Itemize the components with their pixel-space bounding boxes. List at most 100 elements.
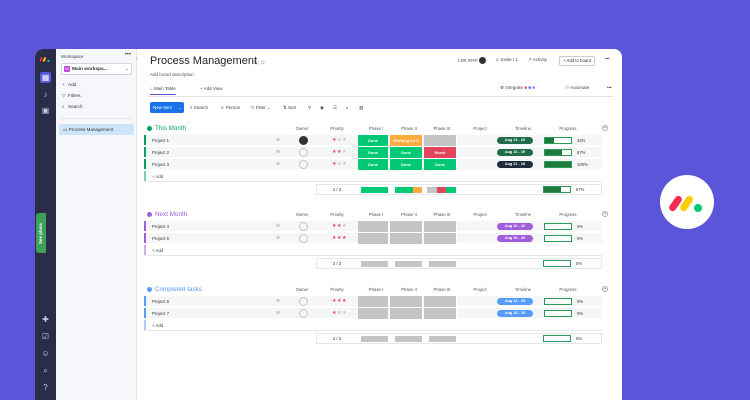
add-to-board-button[interactable]: + Add to board — [559, 56, 596, 66]
monday-logo-icon[interactable] — [40, 55, 51, 63]
invite-user-icon[interactable]: ☺ — [41, 349, 50, 358]
priority-rating[interactable]: ★★★ — [332, 233, 347, 244]
priority-rating[interactable]: ★★★ — [332, 135, 347, 146]
color-icon[interactable]: ◐ — [346, 105, 349, 110]
search-icon[interactable]: ⌕ — [43, 366, 48, 375]
new-item-button[interactable]: New Item ⌄ — [150, 102, 184, 113]
column-header-phase1[interactable]: Phase I — [368, 212, 384, 217]
more-icon[interactable]: ••• — [124, 52, 131, 58]
timeline-pill[interactable]: Aug 21 - 28 — [497, 161, 533, 168]
column-header-priority[interactable]: Priority — [330, 126, 344, 131]
activity-button[interactable]: ↗ Activity — [528, 57, 547, 63]
bell-icon[interactable]: ♪ — [43, 90, 48, 99]
timeline-pill[interactable]: Aug 13 - 20 — [497, 137, 533, 144]
help-icon[interactable]: ? — [43, 383, 48, 392]
timeline-pill[interactable]: Aug 10 - 16 — [497, 223, 533, 230]
status-cell-phase-2[interactable]: Done — [390, 159, 423, 170]
add-update-icon[interactable]: ⊕ — [276, 223, 281, 229]
column-header-project[interactable]: Project — [473, 287, 487, 292]
invite-button[interactable]: ☺ Invite / 1 — [495, 57, 518, 62]
board-item-process-management[interactable]: ▭ Process Management — [59, 124, 134, 135]
owner-avatar[interactable] — [299, 234, 308, 243]
owner-avatar[interactable] — [299, 148, 308, 157]
status-cell-phase-2[interactable] — [390, 308, 423, 319]
row-height-icon[interactable]: ☰ — [333, 105, 338, 110]
add-column-icon[interactable]: + — [602, 286, 608, 292]
status-cell-phase-2[interactable]: Done — [390, 147, 423, 158]
apps-grid-icon[interactable]: ▦ — [40, 72, 51, 83]
column-header-project[interactable]: Project — [473, 212, 487, 217]
puzzle-icon[interactable]: ✚ — [42, 315, 49, 324]
see-plans-button[interactable]: See plans — [36, 213, 46, 253]
board-description[interactable]: Add board description — [150, 72, 194, 77]
workspace-menu-add[interactable]: + Add — [62, 82, 76, 87]
column-header-progress[interactable]: Progress — [559, 212, 577, 217]
add-update-icon[interactable]: ⊕ — [276, 235, 281, 241]
column-header-priority[interactable]: Priority — [330, 212, 344, 217]
timeline-pill[interactable]: Aug 13 - 25 — [497, 298, 533, 305]
priority-rating[interactable]: ★★★ — [332, 147, 347, 158]
priority-rating[interactable]: ★★★ — [332, 221, 347, 232]
add-item-row[interactable]: + Add — [144, 320, 602, 331]
column-header-owner[interactable]: Owner — [295, 126, 309, 131]
status-cell-phase-1[interactable] — [358, 233, 389, 244]
integrate-button[interactable]: ⚙ Integrate ■ ■ ■ — [500, 85, 535, 91]
automate-button[interactable]: ⚇ Automate — [565, 85, 589, 91]
status-cell-phase-1[interactable]: Done — [358, 159, 389, 170]
item-name[interactable]: Project 7 — [152, 311, 169, 316]
info-icon[interactable]: ⓘ — [254, 60, 260, 66]
filter-button[interactable]: ▽ Filter ⌄ — [251, 102, 271, 113]
table-row[interactable]: Project 7 ⊕ ★★★ Aug 16 - 19 0% — [144, 308, 602, 319]
column-header-phase3[interactable]: Phase III — [433, 287, 451, 292]
group-title[interactable]: Next Month — [147, 211, 187, 218]
column-header-phase2[interactable]: Phase II — [401, 287, 417, 292]
hide-icon[interactable]: ◉ — [320, 105, 324, 110]
workspace-menu-search[interactable]: ⌕ Search — [62, 104, 83, 109]
inbox-icon[interactable]: ▣ — [41, 106, 50, 115]
add-update-icon[interactable]: ⊕ — [276, 161, 281, 167]
sort-button[interactable]: ⇅ Sort — [283, 102, 296, 113]
table-row[interactable]: Project 5 ⊕ ★★★ Aug 16 - 20 0% — [144, 233, 602, 244]
status-cell-phase-1[interactable] — [358, 296, 389, 307]
workspace-selector[interactable]: M Main workspa... ⌄ — [61, 63, 132, 75]
add-item-row[interactable]: + Add — [144, 245, 602, 256]
column-header-priority[interactable]: Priority — [330, 287, 344, 292]
status-cell-phase-3[interactable] — [424, 308, 457, 319]
owner-avatar[interactable] — [299, 222, 308, 231]
status-cell-phase-3[interactable] — [424, 296, 457, 307]
status-cell-phase-1[interactable] — [358, 308, 389, 319]
table-row[interactable]: Project 6 ⊕ ★★★ Aug 13 - 25 0% — [144, 296, 602, 307]
add-item-row[interactable]: + Add — [144, 171, 602, 182]
chart-icon[interactable]: ▥ — [359, 105, 364, 110]
column-header-phase1[interactable]: Phase I — [368, 287, 384, 292]
status-cell-phase-3[interactable] — [424, 135, 457, 146]
table-row[interactable]: Project 1 ⊕ ★★★ Done Working on it Aug 13 - 2… — [144, 135, 602, 146]
timeline-pill[interactable]: Aug 16 - 19 — [497, 310, 533, 317]
timeline-pill[interactable]: Aug 16 - 19 — [497, 149, 533, 156]
more-icon[interactable]: ••• — [605, 56, 610, 61]
owner-avatar[interactable] — [299, 136, 308, 145]
page-title[interactable]: Process Management — [150, 55, 257, 67]
column-header-progress[interactable]: Progress — [559, 287, 577, 292]
column-header-owner[interactable]: Owner — [295, 212, 309, 217]
item-name[interactable]: Project 2 — [152, 150, 169, 155]
item-name[interactable]: Project 1 — [152, 138, 169, 143]
person-filter-button[interactable]: ☺ Person — [220, 102, 240, 113]
status-cell-phase-2[interactable] — [390, 221, 423, 232]
status-cell-phase-1[interactable]: Done — [358, 147, 389, 158]
tab-main-table[interactable]: ⌂ Main Table — [150, 84, 176, 95]
column-header-phase3[interactable]: Phase III — [433, 212, 451, 217]
timeline-pill[interactable]: Aug 16 - 20 — [497, 235, 533, 242]
add-update-icon[interactable]: ⊕ — [276, 149, 281, 155]
tab-add-view[interactable]: + Add View — [200, 86, 223, 91]
item-name[interactable]: Project 5 — [152, 236, 169, 241]
column-header-phase1[interactable]: Phase I — [368, 126, 384, 131]
add-update-icon[interactable]: ⊕ — [276, 310, 281, 316]
status-cell-phase-1[interactable] — [358, 221, 389, 232]
owner-avatar[interactable] — [299, 297, 308, 306]
calendar-check-icon[interactable]: ☑ — [41, 332, 50, 341]
group-title[interactable]: This Month — [147, 125, 186, 132]
table-row[interactable]: Project 2 ⊕ ★★★ Done Done Stuck Aug 16 - 19 67% — [144, 147, 602, 158]
add-column-icon[interactable]: + — [602, 211, 608, 217]
item-name[interactable]: Project 6 — [152, 299, 169, 304]
